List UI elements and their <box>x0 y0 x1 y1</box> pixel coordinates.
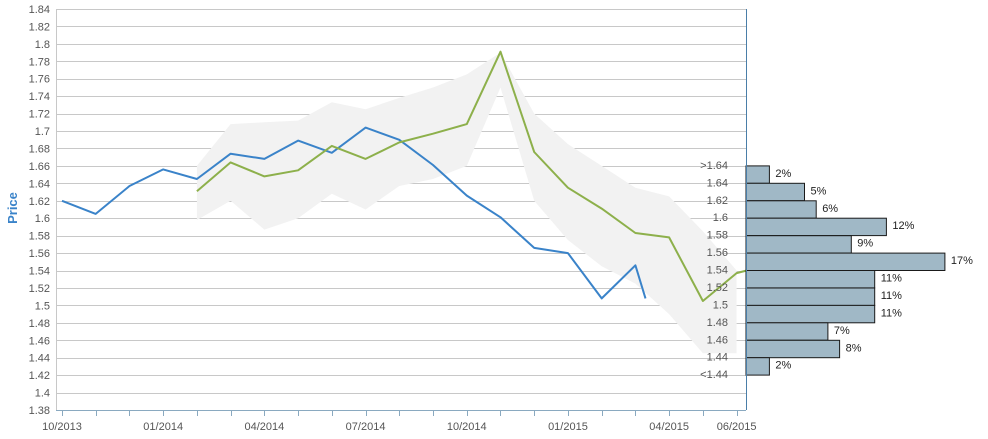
distribution-category-label: 1.62 <box>707 195 728 207</box>
range-band-area <box>196 52 737 354</box>
distribution-category-label: 1.56 <box>707 247 728 259</box>
distribution-value-label: 2% <box>775 360 791 372</box>
x-tick-label: 01/2015 <box>548 421 588 433</box>
x-tick-label: 01/2014 <box>143 421 183 433</box>
distribution-category-label: 1.48 <box>707 317 728 329</box>
y-tick-label: 1.54 <box>29 266 50 278</box>
distribution-value-label: 5% <box>811 185 827 197</box>
y-tick-label: 1.44 <box>29 353 50 365</box>
distribution-bar <box>745 287 876 306</box>
distribution-value-label: 2% <box>775 168 791 180</box>
y-tick-label: 1.66 <box>29 161 50 173</box>
tick-labels: 1.38 1.4 1.42 1.44 1.46 1.48 1.5 1.52 1.54 1.56 1.… <box>29 4 974 433</box>
y-tick-label: 1.38 <box>29 405 50 417</box>
distribution-bar <box>745 252 946 272</box>
distribution-category-label: >1.64 <box>700 160 728 172</box>
distribution-bar <box>745 200 817 219</box>
distribution-bars <box>745 165 946 376</box>
x-tick-label: 06/2015 <box>717 421 757 433</box>
y-tick-label: 1.74 <box>29 91 50 103</box>
y-tick-label: 1.8 <box>35 39 50 51</box>
y-tick-label: 1.56 <box>29 248 50 260</box>
distribution-value-label: 11% <box>881 307 902 319</box>
distribution-category-label: 1.64 <box>707 177 728 189</box>
y-tick-label: 1.68 <box>29 143 50 155</box>
distribution-category-label: <1.44 <box>700 369 728 381</box>
forecast-range-band <box>196 52 737 354</box>
y-tick-label: 1.84 <box>29 4 50 16</box>
distribution-value-label: 7% <box>834 325 850 337</box>
distribution-bar <box>745 165 770 184</box>
x-tick-label: 04/2014 <box>244 421 284 433</box>
distribution-value-label: 11% <box>881 290 902 302</box>
distribution-category-label: 1.44 <box>707 352 728 364</box>
distribution-bar <box>745 217 887 237</box>
distribution-category-label: 1.58 <box>707 230 728 242</box>
y-tick-label: 1.64 <box>29 178 50 190</box>
x-tick-label: 10/2013 <box>42 421 82 433</box>
y-tick-label: 1.5 <box>35 300 50 312</box>
y-tick-label: 1.52 <box>29 283 50 295</box>
forecast-line <box>196 50 747 302</box>
distribution-value-label: 9% <box>857 238 873 250</box>
y-tick-label: 1.48 <box>29 318 50 330</box>
y-tick-label: 1.76 <box>29 74 50 86</box>
distribution-category-label: 1.54 <box>707 265 728 277</box>
distribution-bar <box>745 270 876 289</box>
y-tick-label: 1.6 <box>35 213 50 225</box>
axes <box>56 9 747 416</box>
distribution-category-label: 1.5 <box>713 299 728 311</box>
x-tick-label: 10/2014 <box>447 421 487 433</box>
distribution-category-label: 1.46 <box>707 334 728 346</box>
distribution-bar <box>745 357 770 376</box>
y-tick-label: 1.78 <box>29 56 50 68</box>
distribution-value-label: 12% <box>892 220 914 232</box>
distribution-bar <box>745 322 829 341</box>
distribution-value-label: 8% <box>846 342 862 354</box>
x-tick-label: 07/2014 <box>346 421 386 433</box>
distribution-category-label: 1.52 <box>707 282 728 294</box>
series-lines <box>61 50 747 302</box>
y-axis-label: Price <box>5 192 20 224</box>
y-tick-label: 1.42 <box>29 370 50 382</box>
y-tick-label: 1.58 <box>29 231 50 243</box>
y-tick-label: 1.62 <box>29 196 50 208</box>
distribution-value-label: 11% <box>881 273 902 285</box>
y-tick-label: 1.7 <box>35 126 50 138</box>
distribution-bar <box>745 304 876 324</box>
distribution-bar <box>745 235 852 254</box>
distribution-bar <box>745 339 841 359</box>
y-tick-label: 1.46 <box>29 335 50 347</box>
distribution-category-label: 1.6 <box>713 212 728 224</box>
distribution-value-label: 6% <box>822 203 838 215</box>
x-tick-label: 04/2015 <box>649 421 689 433</box>
y-tick-label: 1.82 <box>29 21 50 33</box>
distribution-value-label: 17% <box>951 255 973 267</box>
y-tick-label: 1.72 <box>29 109 50 121</box>
y-tick-label: 1.4 <box>35 388 50 400</box>
historical-price-line <box>61 126 647 300</box>
distribution-bar <box>745 182 805 202</box>
